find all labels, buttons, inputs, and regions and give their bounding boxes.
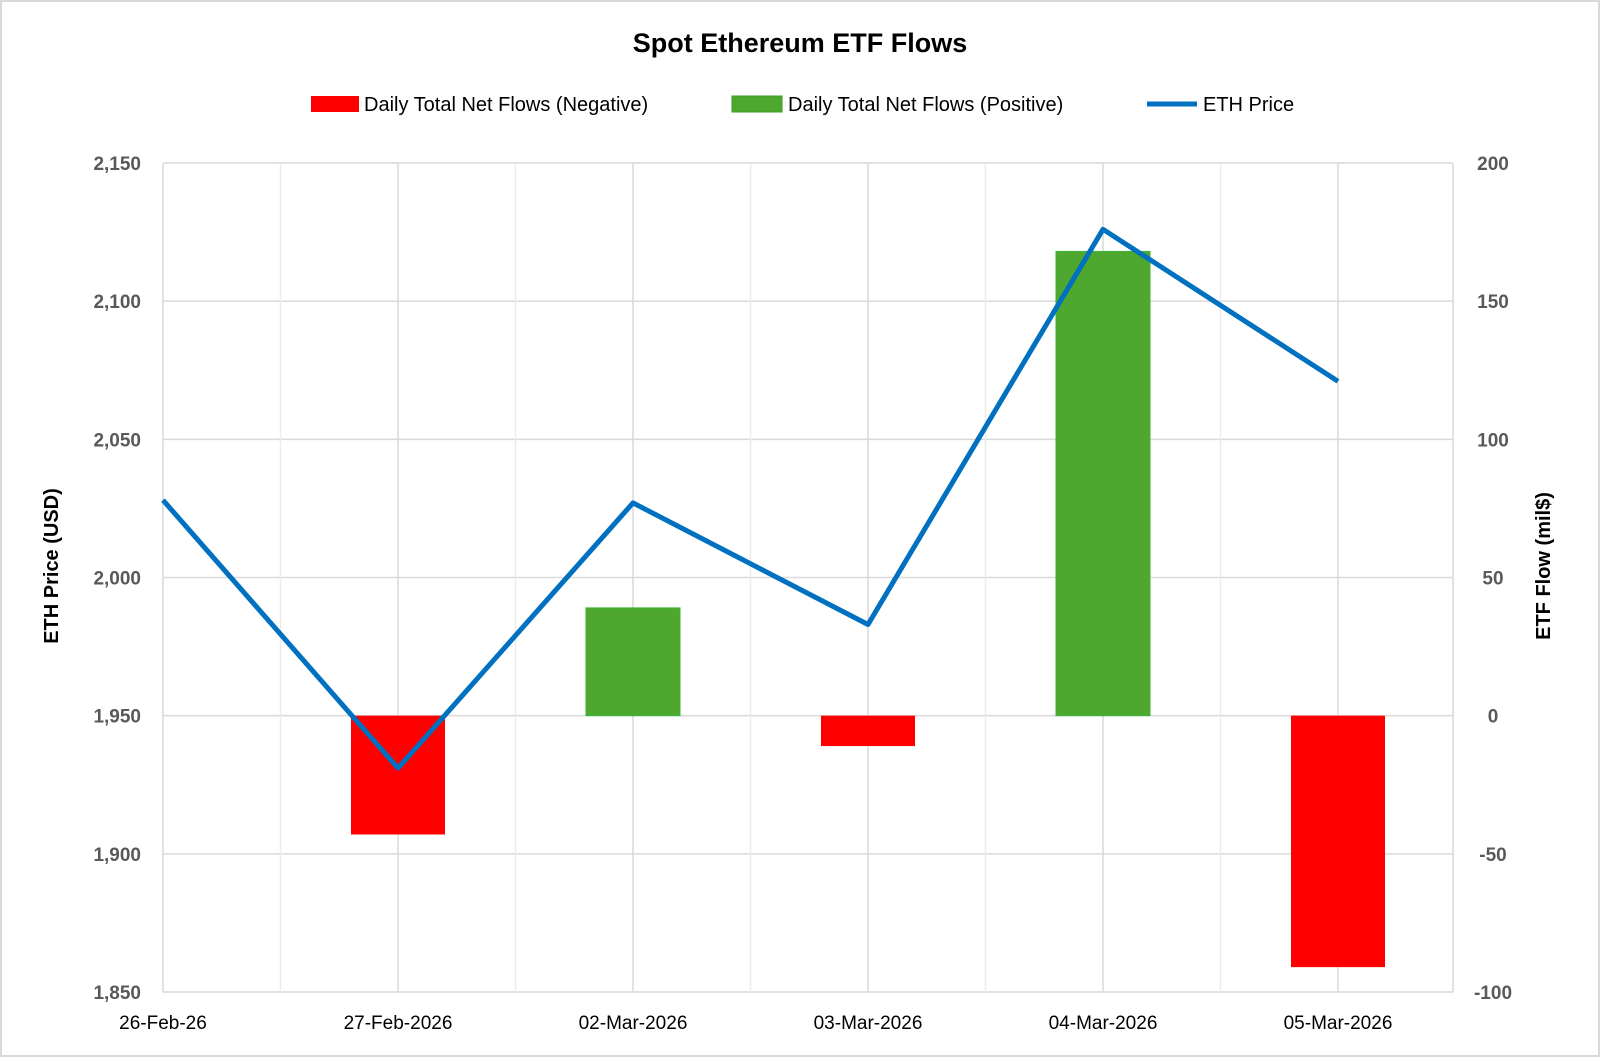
y2-tick-label: 0 — [1488, 707, 1499, 728]
legend-swatch-negative — [311, 96, 359, 112]
eth-price-line — [161, 226, 1340, 771]
legend: Daily Total Net Flows (Negative) Daily T… — [311, 94, 1294, 116]
x-tick-label: 05-Mar-2026 — [1284, 1013, 1393, 1034]
y-axis-label: ETH Price (USD) — [41, 488, 63, 644]
x-tick-label: 02-Mar-2026 — [579, 1013, 688, 1034]
y-tick-label: 2,150 — [93, 154, 141, 175]
y2-axis-label: ETF Flow (mil$) — [1533, 492, 1555, 640]
y2-tick-label: 200 — [1477, 154, 1509, 175]
bar-positive-flow — [585, 607, 681, 717]
legend-label-negative: Daily Total Net Flows (Negative) — [364, 94, 648, 116]
x-tick-label: 27-Feb-2026 — [344, 1013, 453, 1034]
legend-label-price: ETH Price — [1203, 94, 1294, 116]
bar-positive-flow — [1055, 250, 1151, 717]
y-tick-label: 1,950 — [93, 707, 141, 728]
y-tick-label: 2,100 — [93, 292, 141, 313]
x-tick-label: 26-Feb-26 — [119, 1013, 207, 1034]
y2-tick-label: 100 — [1477, 430, 1509, 451]
legend-swatch-positive — [731, 95, 783, 113]
y2-tick-label: -100 — [1474, 983, 1512, 1004]
legend-label-positive: Daily Total Net Flows (Positive) — [788, 94, 1063, 116]
y2-tick-label: 150 — [1477, 292, 1509, 313]
x-tick-label: 03-Mar-2026 — [814, 1013, 923, 1034]
chart-title: Spot Ethereum ETF Flows — [633, 28, 968, 58]
y-tick-label: 2,000 — [93, 569, 141, 590]
y2-tick-label: -50 — [1479, 845, 1506, 866]
y-tick-label: 2,050 — [93, 430, 141, 451]
y-tick-label: 1,900 — [93, 845, 141, 866]
bar-negative-flow — [821, 715, 915, 747]
y-tick-label: 1,850 — [93, 983, 141, 1004]
bar-negative-flow — [1291, 715, 1385, 968]
x-tick-label: 04-Mar-2026 — [1049, 1013, 1158, 1034]
y2-tick-label: 50 — [1482, 569, 1503, 590]
